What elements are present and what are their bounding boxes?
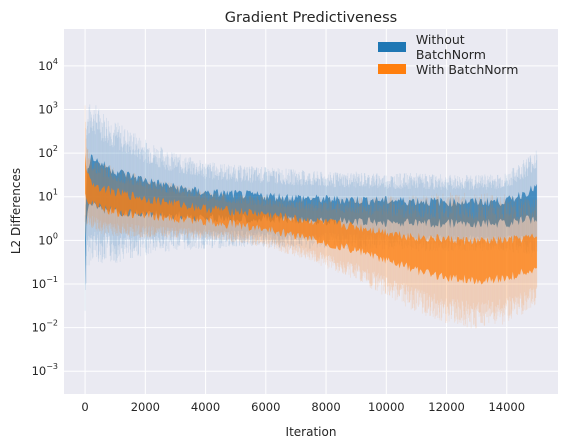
y-tick-label: 104 xyxy=(38,57,58,73)
x-tick-label: 8000 xyxy=(311,400,340,414)
x-tick-label: 12000 xyxy=(428,400,465,414)
y-axis-label: L2 Differences xyxy=(9,168,23,254)
y-tick-label: 101 xyxy=(38,188,58,204)
legend-swatch-without-batchnorm xyxy=(378,42,406,52)
legend-swatch-with-batchnorm xyxy=(378,64,406,74)
x-tick-label: 14000 xyxy=(488,400,525,414)
x-tick-label: 6000 xyxy=(251,400,280,414)
y-tick-label: 103 xyxy=(38,100,58,116)
series-1-band xyxy=(84,105,538,329)
x-axis-label: Iteration xyxy=(286,425,337,439)
x-tick-label: 10000 xyxy=(368,400,405,414)
grid xyxy=(64,29,558,394)
y-axis: 10−3 10−2 10−1 100 101 102 103 104 xyxy=(32,57,58,378)
y-tick-label: 100 xyxy=(38,231,58,247)
x-axis: 0 2000 4000 6000 8000 10000 12000 14000 xyxy=(81,400,525,414)
legend: Without BatchNorm With BatchNorm xyxy=(378,32,538,80)
chart-title: Gradient Predictiveness xyxy=(225,10,397,26)
series-1-core xyxy=(85,152,537,285)
y-tick-label: 10−2 xyxy=(32,319,58,335)
legend-label-with-batchnorm: With BatchNorm xyxy=(416,61,519,77)
y-tick-label: 10−3 xyxy=(32,362,58,378)
legend-label-without-batchnorm: Without BatchNorm xyxy=(415,32,486,62)
x-tick-label: 0 xyxy=(81,400,88,414)
series-layer xyxy=(84,104,538,329)
legend-item-without-batchnorm: Without BatchNorm xyxy=(378,32,538,62)
y-tick-label: 10−1 xyxy=(32,275,58,291)
x-tick-label: 4000 xyxy=(191,400,220,414)
x-tick-label: 2000 xyxy=(131,400,160,414)
legend-item-with-batchnorm: With BatchNorm xyxy=(378,58,538,80)
y-tick-label: 102 xyxy=(38,144,58,160)
series-0-core xyxy=(85,154,537,284)
